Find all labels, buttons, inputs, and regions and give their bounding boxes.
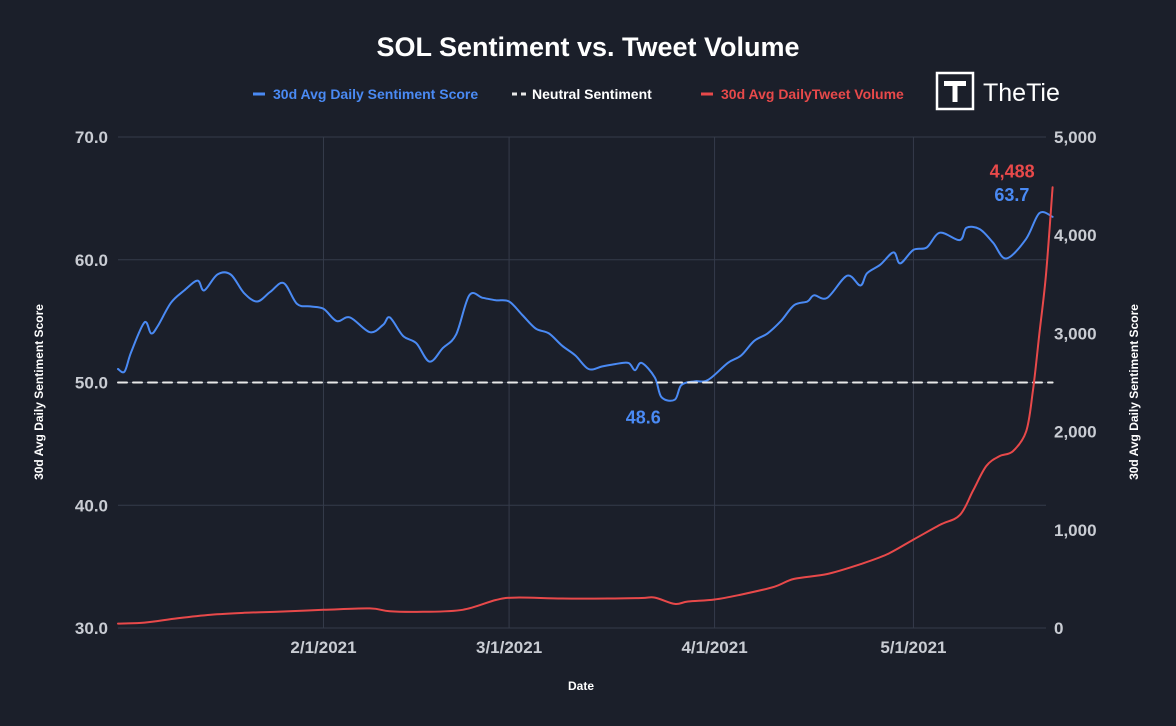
x-axis-title: Date [568,679,594,693]
x-axis-tick-label: 4/1/2021 [681,638,747,657]
sentiment-last-value-label: 63.7 [994,185,1029,205]
legend: 30d Avg Daily Sentiment Score Neutral Sen… [253,86,904,102]
right-axis-tick-label: 4,000 [1054,226,1097,245]
right-axis-tick-label: 5,000 [1054,128,1097,147]
chart-title: SOL Sentiment vs. Tweet Volume [376,32,799,62]
left-axis-tick-label: 50.0 [75,374,108,393]
legend-label: 30d Avg Daily Sentiment Score [273,86,478,102]
left-axis-tick-label: 30.0 [75,619,108,638]
x-axis-ticks: 2/1/2021 3/1/2021 4/1/2021 5/1/2021 [290,638,946,657]
sentiment-series-line [117,211,1054,402]
tweet-volume-series-line [117,186,1054,625]
left-axis-tick-label: 70.0 [75,128,108,147]
legend-item-neutral[interactable]: Neutral Sentiment [512,86,652,102]
left-axis-title: 30d Avg Daily Sentiment Score [32,304,46,480]
legend-item-tweet-volume[interactable]: 30d Avg DailyTweet Volume [701,86,904,102]
legend-item-sentiment[interactable]: 30d Avg Daily Sentiment Score [253,86,478,102]
right-axis-title: 30d Avg Daily Sentiment Score [1127,304,1141,480]
right-axis-tick-label: 3,000 [1054,324,1097,343]
thetie-logo-icon [935,71,975,111]
right-axis-tick-label: 2,000 [1054,423,1097,442]
x-axis-tick-label: 2/1/2021 [290,638,356,657]
thetie-logo-mark [944,81,966,102]
legend-label: 30d Avg DailyTweet Volume [721,86,904,102]
legend-label: Neutral Sentiment [532,86,652,102]
x-axis-tick-label: 3/1/2021 [476,638,542,657]
sentiment-min-value-label: 48.6 [626,408,661,428]
right-axis-ticks: 0 1,000 2,000 3,000 4,000 5,000 [1054,128,1097,638]
series [117,186,1054,625]
left-axis-tick-label: 40.0 [75,496,108,515]
tweet-volume-last-value-label: 4,488 [990,161,1035,181]
right-axis-tick-label: 1,000 [1054,521,1097,540]
x-axis-tick-label: 5/1/2021 [880,638,946,657]
left-axis-tick-label: 60.0 [75,251,108,270]
thetie-logo: TheTie [935,71,1060,111]
left-axis-ticks: 30.0 40.0 50.0 60.0 70.0 [75,128,108,638]
annotations: 4,488 63.7 48.6 [626,161,1035,427]
right-axis-tick-label: 0 [1054,619,1063,638]
thetie-logo-text: TheTie [983,79,1060,107]
